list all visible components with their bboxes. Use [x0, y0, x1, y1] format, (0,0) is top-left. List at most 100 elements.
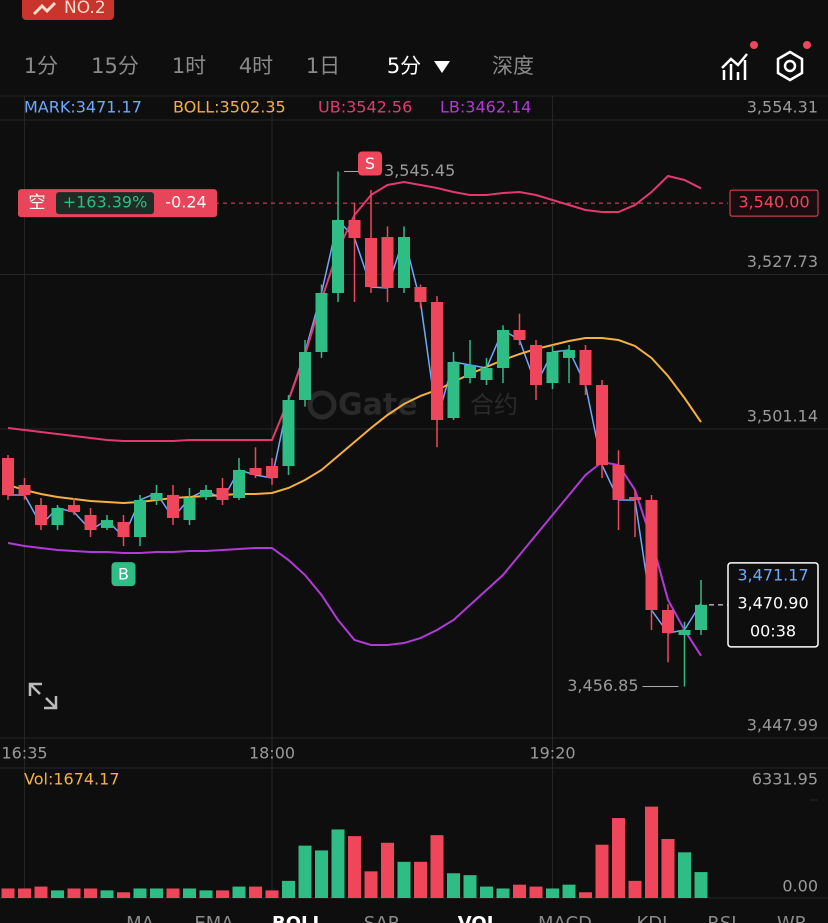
indicator-tab[interactable]: RSI [707, 913, 736, 923]
signal-label: S [365, 154, 375, 173]
volume-bar [645, 806, 658, 898]
current-price-box [727, 562, 819, 648]
indicator-tab[interactable]: MA [126, 913, 155, 923]
depth-tab[interactable]: 深度 [492, 54, 534, 78]
volume-bar [51, 890, 64, 898]
y-tick-label: 3,501.14 [747, 407, 818, 426]
mark-price: 3,471.17 [737, 565, 808, 584]
indicator-icon[interactable] [721, 41, 758, 80]
volume-bar [150, 888, 163, 898]
candle-body [332, 219, 344, 293]
timeframe-tab[interactable]: 1分 [24, 54, 58, 78]
volume-bar [232, 886, 246, 898]
position-price: 3,540.00 [738, 193, 809, 212]
volume-bar [430, 835, 444, 898]
watermark: 合约 [470, 391, 518, 419]
watermark-logo [307, 390, 337, 420]
y-tick-label: 3,447.99 [747, 716, 818, 735]
pnl-box [56, 192, 154, 215]
volume-bar [100, 890, 114, 898]
candle-body [348, 219, 361, 238]
volume-bar [282, 880, 295, 898]
candle-body [117, 522, 130, 537]
volume-title: Vol:1674.17 [24, 770, 120, 789]
volume-bar [694, 872, 708, 898]
legend-entry: BOLL:3502.35 [173, 98, 286, 117]
volume-bar [133, 888, 147, 898]
candle-body [134, 499, 146, 537]
indicator-tab[interactable]: VOL [458, 913, 498, 923]
indicator-tab[interactable]: MACD [538, 913, 592, 923]
timeframe-tab-active[interactable]: 5分 [387, 54, 421, 78]
volume-bar [348, 836, 361, 898]
volume-bar [298, 845, 312, 898]
indicator-tab[interactable]: BOLL [272, 913, 324, 923]
volume-bar [67, 888, 81, 898]
indicator-line [7, 460, 702, 657]
volume-tick-label: 0.00 [782, 877, 818, 896]
signal-marker [111, 562, 136, 587]
indicator-tab[interactable]: SAR [364, 913, 401, 923]
candle-body [695, 604, 707, 631]
volume-bar [447, 873, 460, 898]
candle-body [68, 504, 80, 513]
candle-body [381, 237, 394, 288]
x-tick-label: 18:00 [249, 744, 295, 763]
volume-bar [249, 886, 262, 898]
candle-body [530, 345, 542, 385]
volume-tick-label: 6331.95 [752, 770, 818, 789]
timeframe-tab[interactable]: 1时 [172, 54, 206, 78]
volume-bar [364, 871, 378, 898]
expand-icon[interactable] [28, 682, 58, 710]
timeframe-tab[interactable]: 1日 [306, 54, 340, 78]
candle-body [233, 469, 245, 498]
x-tick-label: 16:35 [1, 744, 47, 763]
candle-body [216, 487, 229, 500]
candle-body [150, 492, 163, 500]
position-amount: -0.24 [165, 193, 206, 212]
dropdown-arrow[interactable] [434, 61, 450, 73]
candle-body [282, 399, 295, 467]
settings-icon[interactable] [776, 41, 811, 82]
volume-bar [562, 884, 576, 898]
volume-bar [595, 844, 609, 898]
candle-body [513, 330, 526, 341]
candle-body [35, 504, 47, 526]
volume-bar [265, 890, 279, 898]
indicator-tab[interactable]: WR [777, 913, 807, 923]
y-tick-label: 3,527.73 [747, 252, 818, 271]
legend-entry: LB:3462.14 [440, 98, 531, 117]
volume-bar [480, 886, 493, 898]
volume-bar [84, 888, 97, 898]
candle-body [497, 330, 509, 369]
volume-bar [678, 852, 691, 898]
candle-body [101, 520, 113, 528]
volume-bar [117, 892, 130, 898]
candle-body [365, 237, 377, 287]
candle-body [167, 494, 179, 518]
timeframe-tab[interactable]: 15分 [91, 54, 139, 78]
position-side: 空 [29, 193, 46, 213]
volume-bar [612, 818, 625, 898]
volume-bar [529, 886, 543, 898]
indicator-tab[interactable]: KDJ [637, 913, 668, 923]
low-label: 3,456.85 [567, 676, 638, 695]
volume-bar [18, 888, 31, 898]
volume-bar [166, 888, 180, 898]
volume-bar [546, 888, 559, 898]
signal-marker [358, 151, 382, 176]
candle-body [299, 351, 311, 400]
candle-body [480, 368, 493, 380]
candle-body [678, 630, 691, 635]
volume-bar [397, 861, 411, 898]
volume-bar [628, 880, 642, 898]
candle-body [414, 286, 427, 302]
timeframe-tab[interactable]: 4时 [239, 54, 273, 78]
signal-label: B [118, 565, 129, 584]
badge-text: NO.2 [64, 0, 106, 18]
countdown: 00:38 [750, 621, 796, 640]
indicator-line [7, 336, 702, 504]
indicator-tab[interactable]: EMA [194, 913, 234, 923]
position-price-box [729, 189, 819, 217]
